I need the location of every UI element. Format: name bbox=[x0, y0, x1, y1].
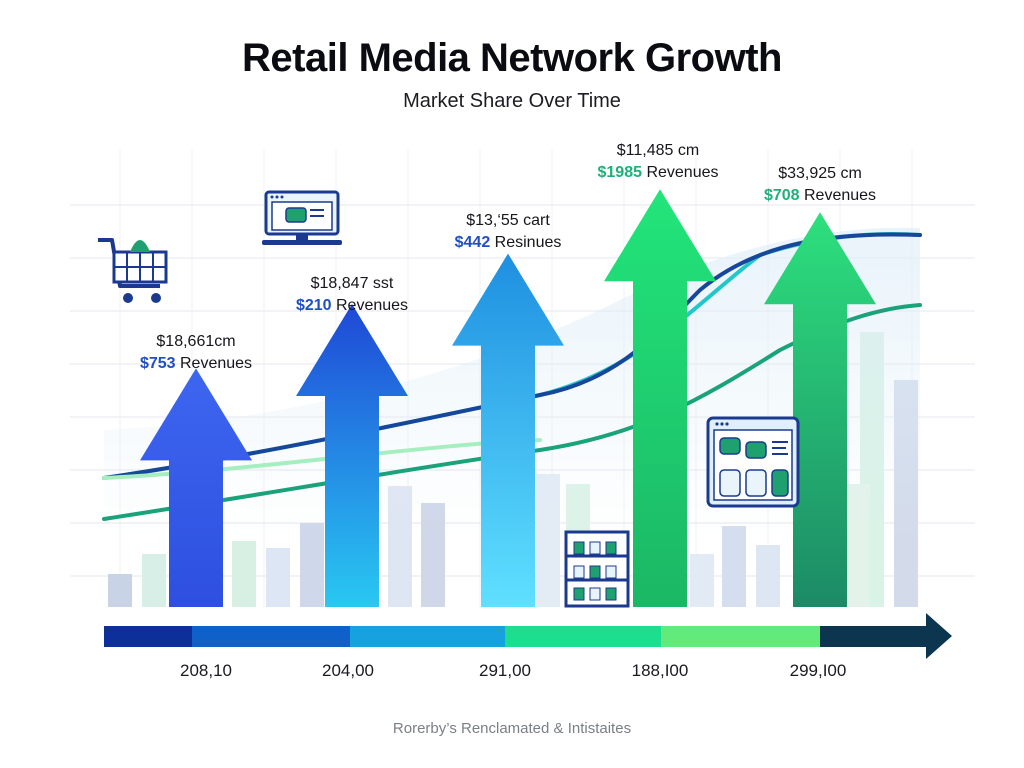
annotation-amount: $18,661cm bbox=[156, 333, 236, 350]
annotation-label: Revenues bbox=[642, 164, 719, 181]
x-tick-label: 188,I00 bbox=[631, 661, 689, 680]
timeline-segment bbox=[505, 626, 661, 647]
x-tick-label: 204,00 bbox=[322, 661, 374, 680]
growth-arrow bbox=[604, 189, 716, 607]
annotation-label: Revenues bbox=[331, 297, 409, 314]
annotation-revenue: $210 Revenues bbox=[262, 295, 442, 317]
background-bar bbox=[690, 554, 714, 607]
growth-arrow bbox=[764, 212, 876, 607]
x-tick-label: 208,10 bbox=[180, 661, 232, 680]
annotation-label: Resinues bbox=[490, 234, 562, 251]
timeline-segment bbox=[661, 626, 820, 647]
annotation: $11,485 cm $1985 Revenues bbox=[568, 140, 748, 184]
annotation-revenue: $1985 Revenues bbox=[568, 162, 748, 184]
shelf-icon bbox=[564, 530, 630, 608]
annotation-revenue: $708 Revenues bbox=[730, 185, 910, 207]
growth-arrow bbox=[452, 253, 564, 607]
timeline-arrowhead bbox=[926, 613, 952, 659]
timeline-segment bbox=[820, 626, 928, 647]
chart-title: Retail Media Network Growth bbox=[242, 36, 782, 80]
source-note: Rorerby’s Renclamated & Intistaites bbox=[392, 720, 632, 737]
growth-arrows bbox=[140, 189, 876, 607]
annotation-value: $708 bbox=[763, 187, 800, 204]
annotation-amount: $13,‘55 cart bbox=[466, 212, 550, 229]
annotation-value: $210 bbox=[295, 297, 332, 314]
timeline-segment bbox=[104, 626, 192, 647]
background-bar bbox=[108, 574, 132, 607]
annotation-value: $753 bbox=[139, 355, 176, 372]
timeline bbox=[104, 613, 952, 659]
annotation-amount: $11,485 cm bbox=[616, 142, 700, 159]
timeline-segment bbox=[192, 626, 350, 647]
annotation: $18,661cm $753 Revenues bbox=[106, 331, 286, 375]
background-bar bbox=[232, 541, 256, 607]
annotation-label: Revenues bbox=[799, 187, 877, 204]
product-display-icon bbox=[706, 416, 800, 508]
annotation-value: $1985 bbox=[597, 164, 643, 181]
annotation: $33,925 cm $708 Revenues bbox=[730, 163, 910, 207]
annotation-value: $442 bbox=[454, 234, 491, 251]
annotation-revenue: $442 Resinues bbox=[418, 232, 598, 254]
x-tick-label: 291,00 bbox=[479, 661, 531, 680]
background-bar bbox=[266, 548, 290, 607]
annotation: $18,847 sst $210 Revenues bbox=[262, 273, 442, 317]
annotation-revenue: $753 Revenues bbox=[106, 353, 286, 375]
growth-arrow bbox=[140, 368, 252, 607]
annotation: $13,‘55 cart $442 Resinues bbox=[418, 210, 598, 254]
background-bar bbox=[756, 545, 780, 607]
annotation-amount: $18,847 sst bbox=[310, 275, 394, 292]
timeline-segment bbox=[350, 626, 505, 647]
trend-line-blue bbox=[102, 232, 922, 480]
background-bar bbox=[142, 554, 166, 607]
annotation-amount: $33,925 cm bbox=[778, 165, 862, 182]
annotation-label: Revenues bbox=[175, 355, 253, 372]
x-tick-label: 299,I00 bbox=[789, 661, 847, 680]
shopping-cart-icon bbox=[98, 238, 168, 303]
chart-subtitle: Market Share Over Time bbox=[403, 90, 621, 112]
laptop-icon bbox=[262, 190, 342, 245]
growth-arrow bbox=[296, 304, 408, 607]
